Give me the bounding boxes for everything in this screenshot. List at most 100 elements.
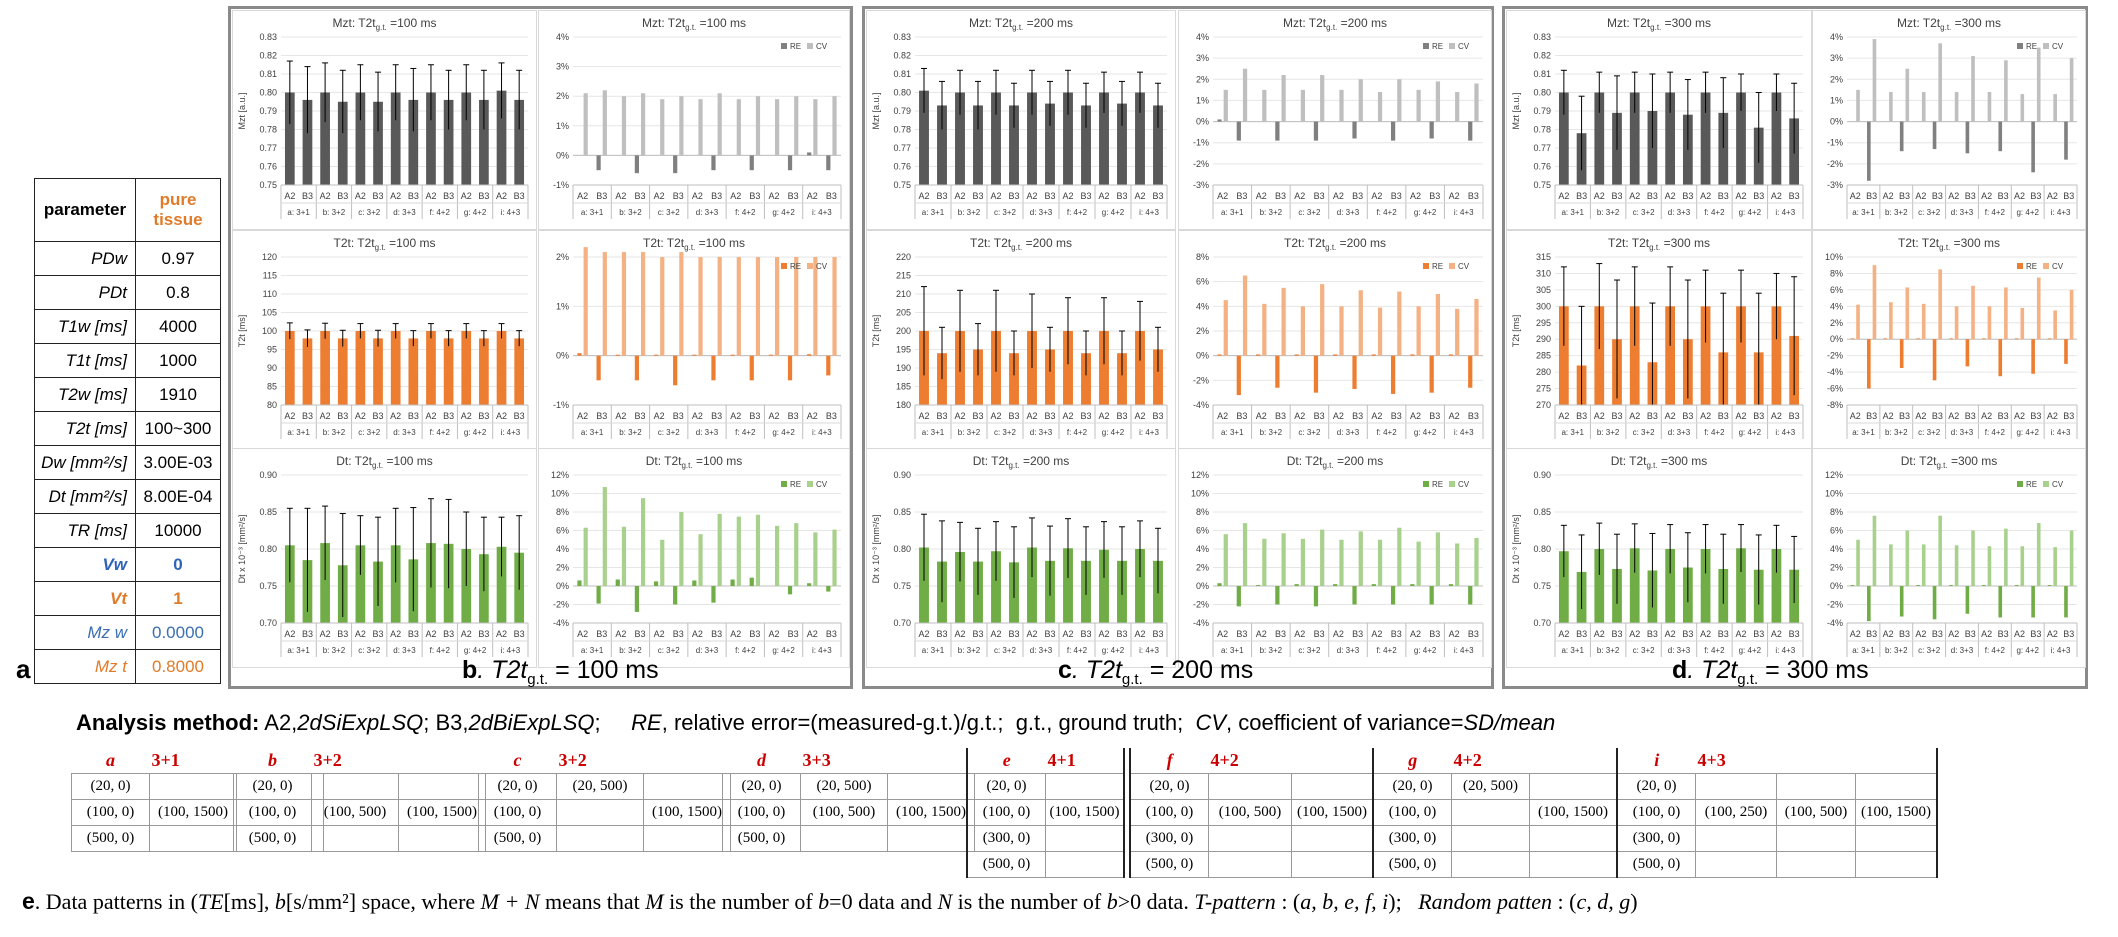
y-tick-label: 0.76: [1533, 162, 1551, 172]
category-label: g: 4+2: [464, 646, 487, 655]
bar: [1558, 306, 1569, 405]
y-tick-label: -1%: [553, 180, 569, 190]
method-label: A2: [1294, 411, 1305, 421]
legend-re-swatch: [781, 263, 787, 269]
panel-c-frame: [862, 6, 1494, 689]
method-label: A2: [990, 191, 1001, 201]
pattern-cell: (500, 0): [1129, 851, 1209, 878]
pattern-cell: (500, 0): [1372, 851, 1452, 878]
bar: [496, 90, 507, 185]
pattern-header: b 3+2: [234, 748, 486, 774]
parameter-value: 1910: [135, 377, 221, 412]
pattern-table-e: e 4+1 (20, 0) (100, 0) (100, 1500) (300, 0) (5…: [966, 748, 1125, 878]
bar: [1135, 331, 1145, 405]
y-tick-label: -3%: [1193, 180, 1209, 190]
pattern-id: f: [1166, 750, 1173, 770]
parameter-name: T1w [ms]: [34, 309, 136, 344]
re-bar: [1916, 338, 1920, 340]
y-tick-label: 300: [1536, 301, 1551, 311]
legend-cv-swatch: [2043, 481, 2049, 487]
bar: [337, 101, 348, 185]
pattern-cell: (300, 0): [1372, 825, 1452, 852]
category-label: c: 3+2: [358, 208, 381, 217]
chart-title: Mzt: T2tg.t. =200 ms: [969, 16, 1073, 32]
category-label: d: 3+3: [1337, 428, 1360, 437]
y-tick-label: 280: [1536, 367, 1551, 377]
re-bar: [1236, 121, 1241, 141]
legend-cv-label: CV: [1458, 42, 1470, 51]
bar: [496, 546, 507, 623]
method-label: A2: [1735, 411, 1746, 421]
legend-re-label: RE: [790, 262, 801, 271]
pattern-row: (20, 0) (20, 500): [478, 773, 731, 800]
method-label: B3: [1044, 629, 1055, 639]
method-label: A2: [918, 629, 929, 639]
method-label: A2: [496, 629, 507, 639]
y-tick-label: 100: [262, 326, 277, 336]
method-label: B3: [936, 411, 947, 421]
method-label: B3: [1753, 629, 1764, 639]
pattern-cell: [1695, 825, 1777, 852]
cv-bar: [2004, 287, 2008, 340]
y-tick-label: 0.85: [893, 507, 911, 517]
method-label: B3: [373, 629, 384, 639]
method-label: B3: [749, 191, 760, 201]
cv-bar: [1455, 308, 1460, 356]
pattern-row: (500, 0): [722, 825, 975, 852]
method-label: A2: [425, 629, 436, 639]
method-label: A2: [954, 411, 965, 421]
y-tick-label: 180: [896, 400, 911, 410]
re-bar: [1998, 586, 2003, 618]
method-label: A2: [1665, 629, 1676, 639]
category-label: d: 3+3: [1668, 208, 1691, 217]
category-label: i: 4+3: [1775, 208, 1795, 217]
re-bar: [1390, 355, 1396, 394]
y-tick-label: -4%: [1827, 618, 1843, 628]
method-label: A2: [1410, 629, 1421, 639]
re-bar: [1965, 339, 1970, 367]
method-label: B3: [596, 191, 607, 201]
method-label: B3: [936, 191, 947, 201]
category-label: f: 4+2: [1067, 646, 1088, 655]
y-tick-label: 10%: [1191, 489, 1209, 499]
category-label: a: 3+1: [922, 646, 945, 655]
cv-bar: [813, 99, 818, 156]
method-label: B3: [1352, 629, 1363, 639]
y-tick-label: 0.77: [893, 143, 911, 153]
y-tick-label: 8%: [1196, 507, 1209, 517]
re-bar: [2047, 585, 2052, 586]
parameter-name: Vw: [34, 547, 136, 582]
legend-re-swatch: [781, 481, 787, 487]
method-label: B3: [826, 629, 837, 639]
pattern-row: (500, 0): [478, 825, 731, 852]
cv-bar: [1281, 533, 1286, 586]
cv-bar: [2053, 310, 2057, 340]
category-label: f: 4+2: [1985, 208, 2006, 217]
legend-cv-label: CV: [1458, 262, 1470, 271]
method-label: A2: [1735, 191, 1746, 201]
method-label: B3: [1647, 411, 1658, 421]
pattern-cell: [1208, 825, 1292, 852]
category-label: d: 3+3: [696, 646, 719, 655]
pattern-row: (100, 0) (100, 1500): [1372, 799, 1618, 826]
method-label: A2: [1371, 411, 1382, 421]
pattern-header: f 4+2: [1130, 748, 1373, 774]
bar: [1081, 353, 1091, 405]
method-label: B3: [711, 629, 722, 639]
cv-bar: [755, 96, 761, 156]
y-tick-label: -2%: [1827, 159, 1843, 169]
panel-letter-a: a: [16, 654, 31, 684]
bar: [1009, 353, 1019, 405]
method-label: A2: [390, 411, 401, 421]
category-label: d: 3+3: [1951, 646, 1974, 655]
category-label: d: 3+3: [1030, 208, 1053, 217]
cv-bar: [1938, 43, 1942, 122]
method-label: B3: [1866, 411, 1877, 421]
cv-bar: [813, 532, 818, 586]
category-label: f: 4+2: [735, 646, 756, 655]
method-label: B3: [596, 629, 607, 639]
bar: [355, 331, 366, 405]
method-label: A2: [577, 629, 588, 639]
y-tick-label: 0.80: [1533, 88, 1551, 98]
pattern-id: d: [757, 750, 766, 770]
